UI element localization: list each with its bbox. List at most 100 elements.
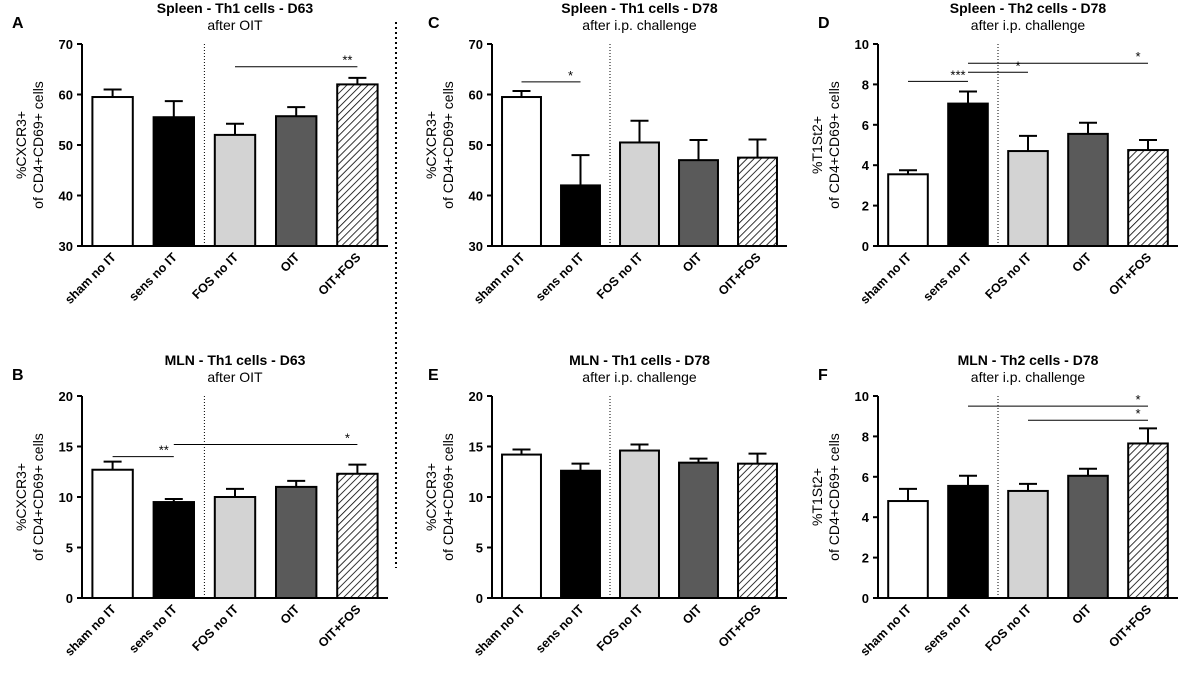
significance-line: * xyxy=(1028,406,1148,421)
y-tick-label: 50 xyxy=(59,138,73,153)
y-tick-label: 8 xyxy=(862,429,869,444)
bar-2 xyxy=(947,102,989,247)
x-tick-label: sens no IT xyxy=(921,602,975,656)
panel-letter: B xyxy=(12,367,24,384)
y-tick-label: 5 xyxy=(476,541,483,556)
error-bar-5 xyxy=(1139,138,1157,151)
error-bar-1 xyxy=(512,89,531,98)
y-tick-label: 40 xyxy=(59,189,73,204)
bar-3 xyxy=(619,449,660,600)
chart-title: Spleen - Th1 cells - D78 xyxy=(561,0,718,16)
y-tick-label: 4 xyxy=(862,510,870,525)
y-tick-label: 10 xyxy=(855,37,869,52)
chart-title: MLN - Th1 cells - D78 xyxy=(569,352,710,368)
error-bar-1 xyxy=(899,169,917,175)
bar-1 xyxy=(501,96,542,248)
significance-line: ** xyxy=(112,443,174,458)
y-tick-label: 20 xyxy=(59,389,73,404)
y-tick-label: 4 xyxy=(862,158,870,173)
significance-label: ** xyxy=(342,53,352,68)
chart-title: Spleen - Th2 cells - D78 xyxy=(950,0,1107,16)
y-tick-label: 6 xyxy=(862,118,869,133)
significance-label: * xyxy=(1135,392,1140,407)
bar-5 xyxy=(336,83,379,248)
x-tick-label: sham no IT xyxy=(62,602,119,659)
error-bar-4 xyxy=(1079,467,1097,476)
bar-2 xyxy=(947,484,989,600)
bar-3 xyxy=(213,133,257,247)
error-bar-5 xyxy=(1139,427,1157,444)
error-bar-4 xyxy=(1079,121,1097,134)
error-bar-2 xyxy=(571,462,590,471)
significance-label: * xyxy=(1135,406,1140,421)
y-tick-label: 10 xyxy=(855,389,869,404)
chart-title: MLN - Th2 cells - D78 xyxy=(958,352,1099,368)
significance-label: * xyxy=(568,68,573,83)
x-tick-label: OIT xyxy=(1069,250,1094,275)
bar-4 xyxy=(1067,132,1109,247)
significance-line: * xyxy=(968,58,1028,73)
error-bar-4 xyxy=(689,457,708,463)
y-axis-label: %CXCR3+of CD4+CD69+ cells xyxy=(423,81,456,209)
x-tick-label: OIT+FOS xyxy=(716,602,764,650)
x-tick-label: FOS no IT xyxy=(189,250,241,302)
significance-line: ** xyxy=(235,53,358,68)
x-tick-label: FOS no IT xyxy=(189,602,241,654)
x-tick-label: FOS no IT xyxy=(982,602,1034,654)
error-bar-4 xyxy=(287,106,306,117)
bar-4 xyxy=(275,115,318,247)
x-tick-label: sham no IT xyxy=(471,250,528,307)
x-tick-label: OIT xyxy=(1069,602,1094,627)
y-tick-label: 50 xyxy=(469,138,483,153)
y-tick-label: 5 xyxy=(66,541,73,556)
chart-title: Spleen - Th1 cells - D63 xyxy=(157,0,314,16)
y-axis-label: %CXCR3+of CD4+CD69+ cells xyxy=(13,433,46,561)
y-tick-label: 0 xyxy=(862,239,869,254)
y-tick-label: 15 xyxy=(469,440,483,455)
bar-1 xyxy=(91,468,134,600)
panel-letter: E xyxy=(428,367,439,384)
error-bar-3 xyxy=(226,487,244,497)
y-tick-label: 30 xyxy=(469,239,483,254)
x-tick-label: sens no IT xyxy=(533,602,587,656)
y-tick-label: 6 xyxy=(862,470,869,485)
y-tick-label: 30 xyxy=(59,239,73,254)
y-axis-label: %T1St2+of CD4+CD69+ cells xyxy=(809,433,842,561)
error-bar-2 xyxy=(959,474,977,486)
chart-subtitle: after i.p. challenge xyxy=(971,369,1086,385)
y-axis-label: %CXCR3+of CD4+CD69+ cells xyxy=(13,81,46,209)
chart-subtitle: after i.p. challenge xyxy=(582,369,697,385)
bar-1 xyxy=(887,500,929,600)
bar-4 xyxy=(275,485,318,599)
y-tick-label: 15 xyxy=(59,440,73,455)
x-tick-label: OIT xyxy=(278,602,303,627)
significance-label: * xyxy=(1015,58,1020,73)
panel-letter: A xyxy=(12,15,24,32)
error-bar-2 xyxy=(959,90,977,104)
error-bar-2 xyxy=(164,100,183,118)
bar-3 xyxy=(1007,489,1049,599)
x-tick-label: OIT xyxy=(278,250,303,275)
bar-3 xyxy=(213,496,257,599)
y-tick-label: 60 xyxy=(59,88,73,103)
significance-label: *** xyxy=(950,67,965,82)
chart-subtitle: after OIT xyxy=(207,369,263,385)
x-tick-label: sham no IT xyxy=(858,602,915,659)
y-tick-label: 60 xyxy=(469,88,483,103)
y-axis-label: %CXCR3+of CD4+CD69+ cells xyxy=(423,433,456,561)
significance-line: * xyxy=(173,430,358,445)
x-tick-label: FOS no IT xyxy=(594,602,646,654)
x-tick-label: OIT+FOS xyxy=(316,250,364,298)
bar-1 xyxy=(887,173,929,247)
error-bar-5 xyxy=(748,138,767,158)
x-tick-label: OIT+FOS xyxy=(316,602,364,650)
error-bar-3 xyxy=(1019,482,1037,491)
error-bar-5 xyxy=(348,463,367,474)
x-tick-label: OIT+FOS xyxy=(1106,250,1154,298)
bar-4 xyxy=(1067,474,1109,600)
bar-1 xyxy=(501,453,542,599)
chart-subtitle: after i.p. challenge xyxy=(971,17,1086,33)
